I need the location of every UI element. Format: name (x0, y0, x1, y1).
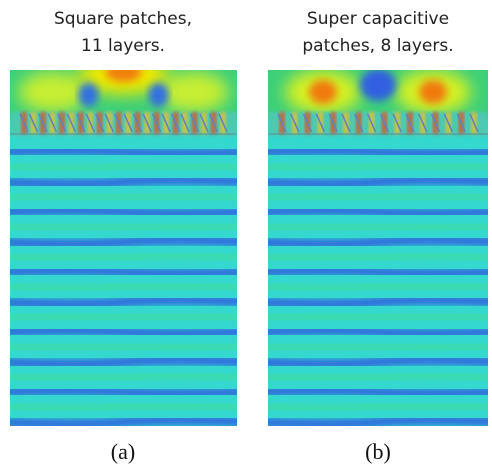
maximum-band (258, 316, 492, 319)
minimum-band (0, 151, 247, 154)
minimum-band (258, 240, 492, 244)
panel-title: 11 layers. (81, 36, 165, 56)
maximum-band (0, 226, 247, 229)
minimum-band (258, 360, 492, 364)
maximum-band (258, 196, 492, 199)
minimum-band (258, 271, 492, 274)
minimum-band (0, 211, 247, 214)
panel-caption: (b) (365, 439, 391, 464)
minimum-band (258, 151, 492, 154)
hot-spot (419, 80, 447, 104)
minimum-band (258, 211, 492, 214)
minimum-band (258, 391, 492, 394)
maximum-band (258, 166, 492, 169)
maximum-band (0, 316, 247, 319)
maximum-band (0, 166, 247, 169)
maximum-band (258, 226, 492, 229)
patch-layer (268, 112, 488, 136)
cold-spot (79, 83, 99, 107)
minimum-band (0, 360, 247, 364)
minimum-band (258, 180, 492, 184)
minimum-band (258, 300, 492, 304)
figure: Square patches, 11 layers. Super capacit… (0, 0, 492, 465)
maximum-band (258, 346, 492, 349)
cold-spot (360, 69, 396, 101)
minimum-band (0, 180, 247, 184)
minimum-band (0, 331, 247, 334)
maximum-band (0, 196, 247, 199)
maximum-band (258, 256, 492, 259)
maximum-band (0, 376, 247, 379)
panel-title: patches, 8 layers. (302, 36, 453, 56)
maximum-band (258, 376, 492, 379)
maximum-band (258, 286, 492, 289)
minimum-band (258, 420, 492, 424)
maximum-band (0, 286, 247, 289)
minimum-band (0, 420, 247, 424)
minimum-band (258, 331, 492, 334)
panel-title: Square patches, (54, 9, 192, 29)
minimum-band (0, 240, 247, 244)
field-image-b (258, 69, 492, 439)
hot-spot (309, 80, 337, 104)
hot-spot (159, 72, 229, 112)
maximum-band (0, 406, 247, 409)
minimum-band (0, 271, 247, 274)
field-image-a (0, 55, 247, 439)
maximum-band (0, 346, 247, 349)
minimum-band (0, 300, 247, 304)
minimum-band (0, 391, 247, 394)
maximum-band (258, 406, 492, 409)
hot-spot (106, 62, 142, 82)
maximum-band (0, 256, 247, 259)
panel-title: Super capacitive (307, 9, 449, 29)
panel-caption: (a) (111, 439, 135, 464)
hot-spot (19, 72, 89, 112)
cold-spot (149, 83, 169, 107)
